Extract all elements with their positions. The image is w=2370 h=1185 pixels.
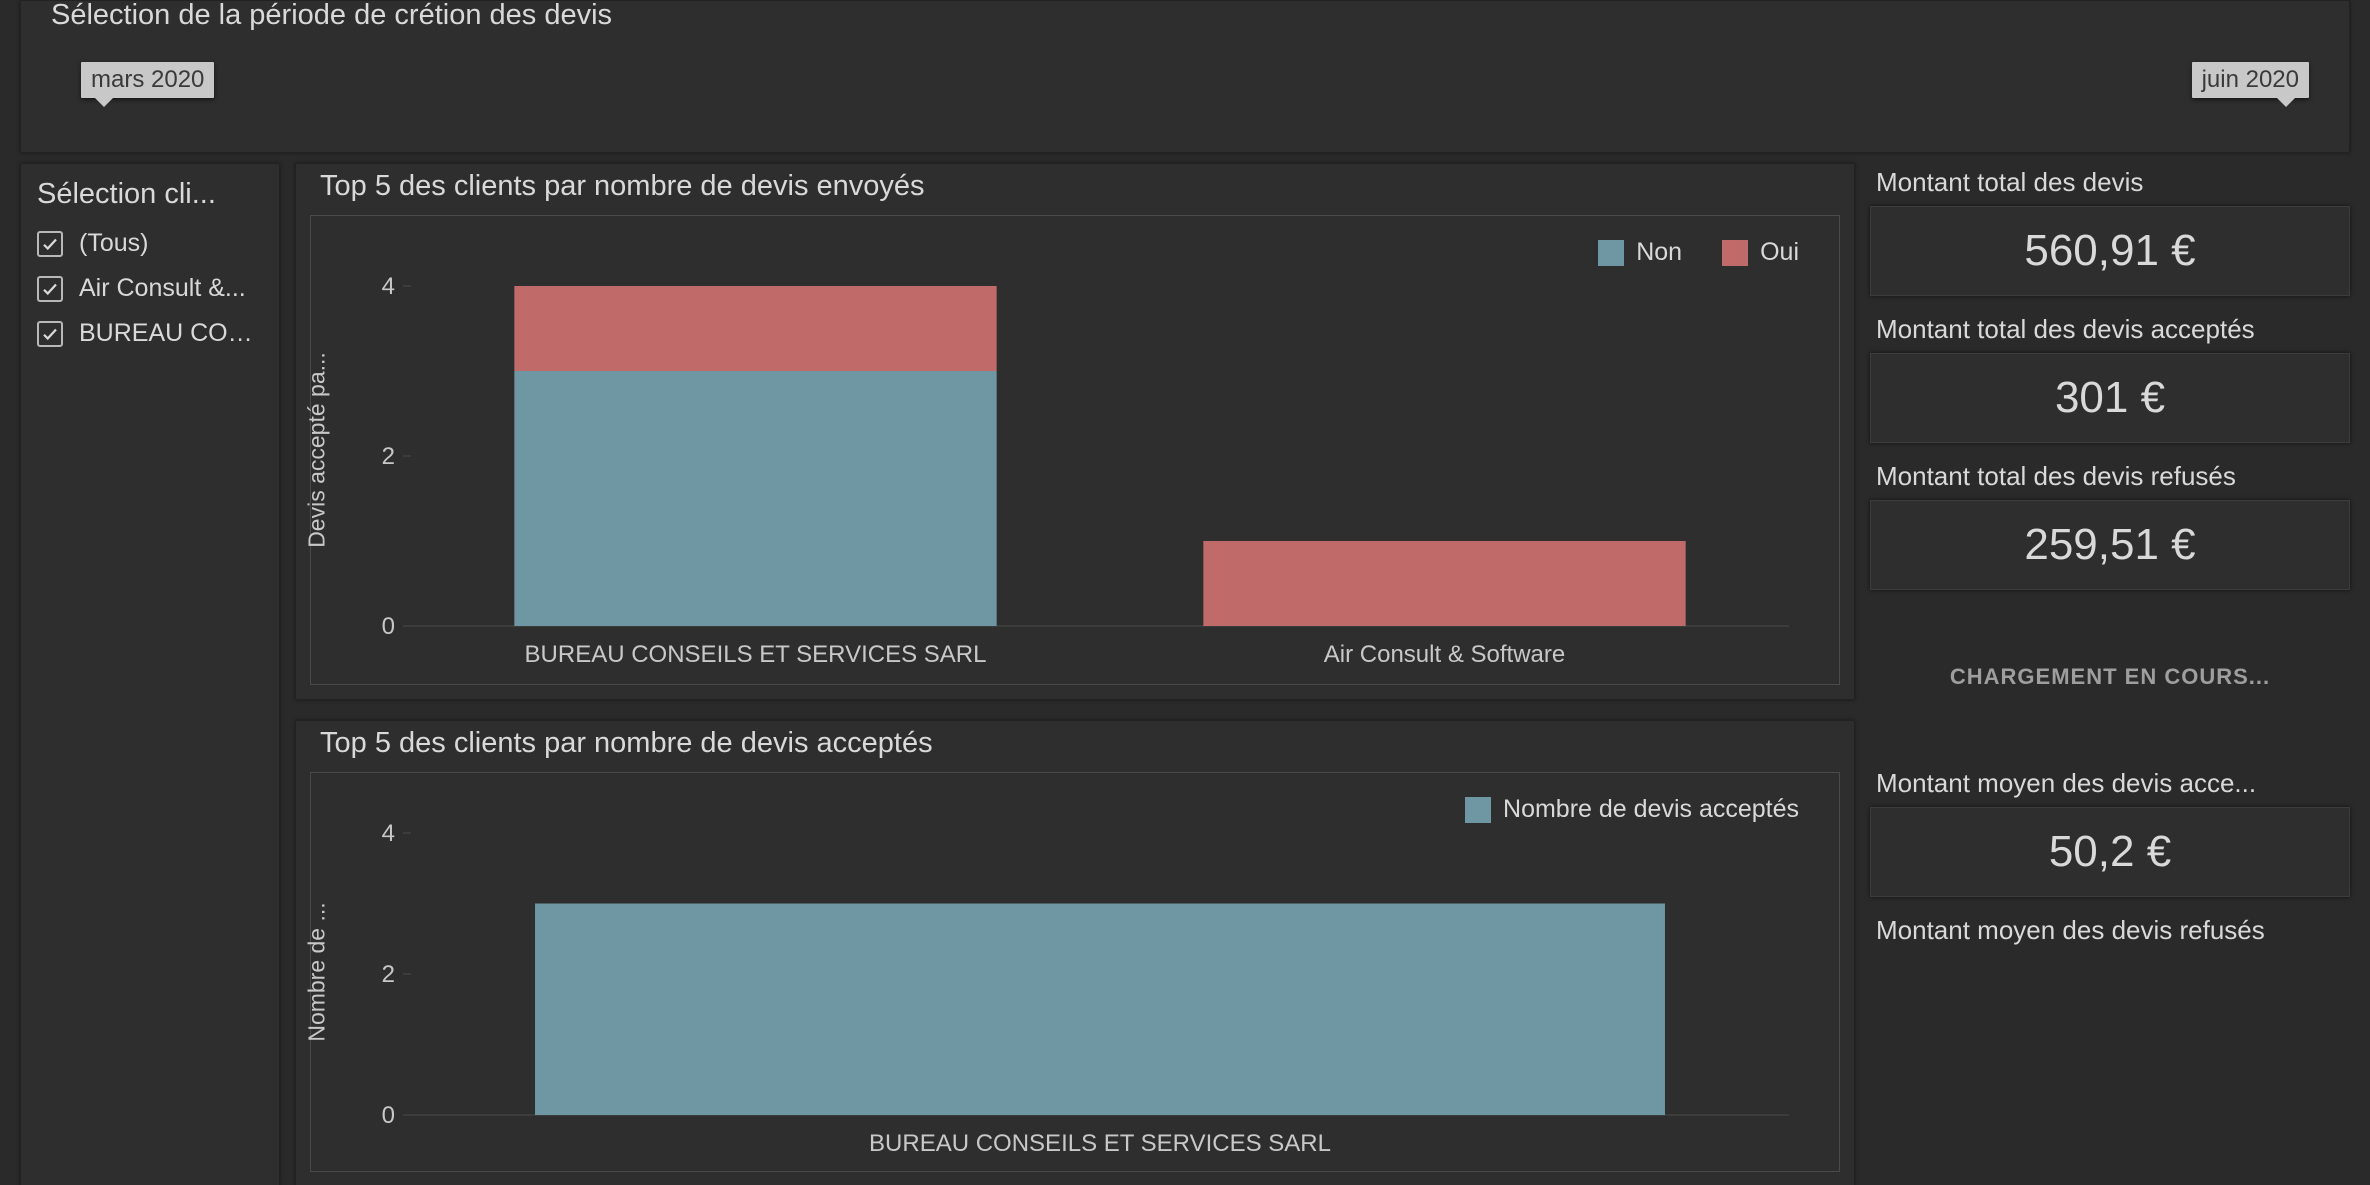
svg-text:0: 0 xyxy=(382,1102,395,1129)
kpi-card: Montant total des devis 560,91 € xyxy=(1870,163,2350,296)
legend-label: Nombre de devis acceptés xyxy=(1503,795,1799,824)
client-filter-item-label: Air Consult &... xyxy=(79,274,246,303)
client-filter-item-label: (Tous) xyxy=(79,229,148,258)
kpi-value: 50,2 € xyxy=(2049,827,2171,877)
chart-accepted-panel: Top 5 des clients par nombre de devis ac… xyxy=(295,720,1855,1185)
kpi-title: Montant total des devis refusés xyxy=(1870,457,2350,494)
legend-item-oui[interactable]: Oui xyxy=(1722,238,1799,267)
svg-text:BUREAU CONSEILS ET SERVICES SA: BUREAU CONSEILS ET SERVICES SARL xyxy=(869,1130,1331,1157)
legend-swatch-non xyxy=(1598,240,1624,266)
kpi-card: Montant total des devis acceptés 301 € xyxy=(1870,310,2350,443)
kpi-title: Montant moyen des devis acce... xyxy=(1870,764,2350,801)
kpi-title: Montant moyen des devis refusés xyxy=(1870,911,2350,948)
legend-item-non[interactable]: Non xyxy=(1598,238,1682,267)
period-slider[interactable]: mars 2020 juin 2020 xyxy=(51,62,2319,122)
chart-sent-title: Top 5 des clients par nombre de devis en… xyxy=(310,164,1840,215)
kpi-value: 301 € xyxy=(2055,373,2165,423)
svg-text:BUREAU CONSEILS ET SERVICES SA: BUREAU CONSEILS ET SERVICES SARL xyxy=(525,641,987,668)
legend-label: Non xyxy=(1636,238,1682,267)
chart-sent[interactable]: Non Oui Devis accepté pa... 024BUREAU CO… xyxy=(310,215,1840,685)
kpi-value-box: 50,2 € xyxy=(1870,807,2350,897)
legend-swatch-accepted xyxy=(1465,797,1491,823)
svg-text:4: 4 xyxy=(382,273,395,300)
kpi-title: Montant total des devis acceptés xyxy=(1870,310,2350,347)
checkbox-icon xyxy=(37,231,63,257)
legend-swatch-oui xyxy=(1722,240,1748,266)
period-start-badge[interactable]: mars 2020 xyxy=(81,62,214,98)
legend-label: Oui xyxy=(1760,238,1799,267)
period-panel: Sélection de la période de crétion des d… xyxy=(20,0,2350,153)
kpi-value-box: 560,91 € xyxy=(1870,206,2350,296)
kpi-loading: CHARGEMENT EN COURS... xyxy=(1870,604,2350,750)
kpi-value-box: 301 € xyxy=(1870,353,2350,443)
svg-text:2: 2 xyxy=(382,961,395,988)
kpi-card: Montant moyen des devis acce... 50,2 € xyxy=(1870,764,2350,897)
legend-item-accepted[interactable]: Nombre de devis acceptés xyxy=(1465,795,1799,824)
chart-accepted-title: Top 5 des clients par nombre de devis ac… xyxy=(310,721,1840,772)
svg-text:2: 2 xyxy=(382,443,395,470)
client-filter-item[interactable]: Air Consult &... xyxy=(37,274,263,303)
svg-text:Air Consult & Software: Air Consult & Software xyxy=(1324,641,1565,668)
kpi-value: 259,51 € xyxy=(2024,520,2195,570)
checkbox-icon xyxy=(37,276,63,302)
period-title: Sélection de la période de crétion des d… xyxy=(51,0,2319,32)
chart-sent-plot: 0 2 4 BUREAU CONSEILS ET SERVICES SARL Air C… xyxy=(311,216,1839,686)
checkbox-icon xyxy=(37,321,63,347)
client-filter-title: Sélection cli... xyxy=(37,178,263,211)
period-end-badge[interactable]: juin 2020 xyxy=(2192,62,2309,98)
kpi-value: 560,91 € xyxy=(2024,226,2195,276)
svg-text:4: 4 xyxy=(382,820,395,847)
chart-sent-legend: Non Oui xyxy=(1598,238,1799,267)
kpi-title: Montant total des devis xyxy=(1870,163,2350,200)
client-filter-panel: Sélection cli... (Tous) Air Consult &...… xyxy=(20,163,280,1185)
svg-text:0: 0 xyxy=(382,613,395,640)
chart-accepted-plot: 0 2 4 BUREAU CONSEILS ET SERVICES SARL xyxy=(311,773,1839,1173)
client-filter-item[interactable]: BUREAU CON... xyxy=(37,319,263,348)
chart-accepted-legend: Nombre de devis acceptés xyxy=(1465,795,1799,824)
chart-sent-panel: Top 5 des clients par nombre de devis en… xyxy=(295,163,1855,700)
kpi-value-box: 259,51 € xyxy=(1870,500,2350,590)
kpi-column: Montant total des devis 560,91 € Montant… xyxy=(1870,163,2350,1185)
client-filter-item-all[interactable]: (Tous) xyxy=(37,229,263,258)
client-filter-item-label: BUREAU CON... xyxy=(79,319,263,348)
chart-accepted[interactable]: Nombre de devis acceptés Nombre de ... 0… xyxy=(310,772,1840,1172)
kpi-card: Montant moyen des devis refusés xyxy=(1870,911,2350,948)
kpi-card: Montant total des devis refusés 259,51 € xyxy=(1870,457,2350,590)
